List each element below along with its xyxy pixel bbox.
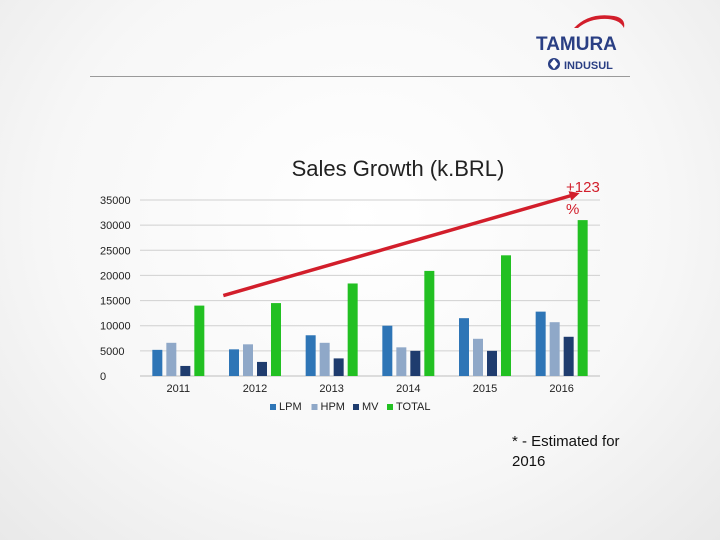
legend-label-mv: MV	[362, 401, 379, 413]
y-tick-label: 35000	[100, 195, 131, 207]
logo-brand-text: TAMURA	[536, 34, 617, 55]
legend-label-hpm: HPM	[321, 401, 345, 413]
growth-annotation-text-unit: %	[566, 201, 579, 218]
y-axis-ticks: 0 5000 10000 15000 20000 25000 30000 35000	[100, 195, 131, 383]
legend-swatch-total	[387, 404, 393, 410]
x-tick-label: 2015	[473, 383, 497, 395]
bar-lpm-2014	[382, 325, 393, 376]
y-tick-label: 0	[100, 371, 106, 383]
bar-total-2013	[347, 283, 358, 376]
bar-total-2014	[424, 270, 435, 376]
bar-mv-2011	[180, 365, 191, 376]
growth-annotation: +123%	[222, 179, 600, 298]
growth-annotation-text: +123	[566, 179, 600, 196]
bar-hpm-2016	[549, 322, 560, 376]
bar-lpm-2015	[459, 318, 469, 376]
y-tick-label: 20000	[100, 270, 131, 282]
bar-total-2012	[271, 303, 281, 376]
chart-grid	[140, 199, 600, 377]
bar-lpm-2016	[535, 311, 546, 376]
bar-total-2016	[577, 220, 588, 376]
x-axis-ticks: 2011 2012 2013 2014 2015 2016	[167, 383, 574, 395]
bar-hpm-2012	[243, 344, 253, 376]
y-tick-label: 10000	[100, 321, 131, 333]
bar-hpm-2011	[166, 342, 177, 376]
bar-mv-2015	[487, 350, 497, 376]
chart-bars	[152, 220, 588, 376]
x-tick-label: 2013	[319, 383, 343, 395]
x-tick-label: 2016	[549, 383, 573, 395]
bar-hpm-2013	[319, 342, 330, 376]
x-tick-label: 2012	[243, 383, 267, 395]
x-tick-label: 2011	[167, 383, 191, 395]
bar-hpm-2014	[396, 347, 407, 376]
bar-lpm-2011	[152, 349, 163, 376]
chart-legend: LPM HPM MV TOTAL	[270, 401, 430, 413]
footnote: * - Estimated for 2016	[512, 433, 620, 470]
bar-lpm-2012	[229, 349, 239, 376]
bar-total-2011	[194, 305, 205, 376]
growth-arrow	[222, 191, 580, 298]
tamura-indusul-logo: TAMURA INDUSUL	[536, 15, 625, 72]
logo-swoosh	[574, 15, 625, 28]
y-tick-label: 5000	[100, 346, 124, 358]
y-tick-label: 15000	[100, 296, 131, 308]
y-tick-label: 30000	[100, 220, 131, 232]
chart-title: Sales Growth (k.BRL)	[292, 156, 505, 181]
logo-subbrand-text: INDUSUL	[564, 60, 613, 72]
x-tick-label: 2014	[396, 383, 420, 395]
y-tick-label: 25000	[100, 245, 131, 257]
legend-swatch-hpm	[311, 404, 318, 410]
bar-lpm-2013	[305, 335, 316, 376]
bar-hpm-2015	[473, 338, 483, 376]
legend-label-total: TOTAL	[396, 401, 430, 413]
bar-mv-2013	[333, 358, 344, 376]
legend-swatch-lpm	[270, 404, 276, 410]
bar-mv-2016	[563, 336, 574, 376]
legend-label-lpm: LPM	[279, 401, 302, 413]
legend-swatch-mv	[353, 404, 359, 410]
header-divider	[90, 76, 630, 77]
bar-total-2015	[501, 255, 511, 376]
bar-mv-2014	[410, 350, 421, 376]
bar-mv-2012	[257, 361, 267, 376]
